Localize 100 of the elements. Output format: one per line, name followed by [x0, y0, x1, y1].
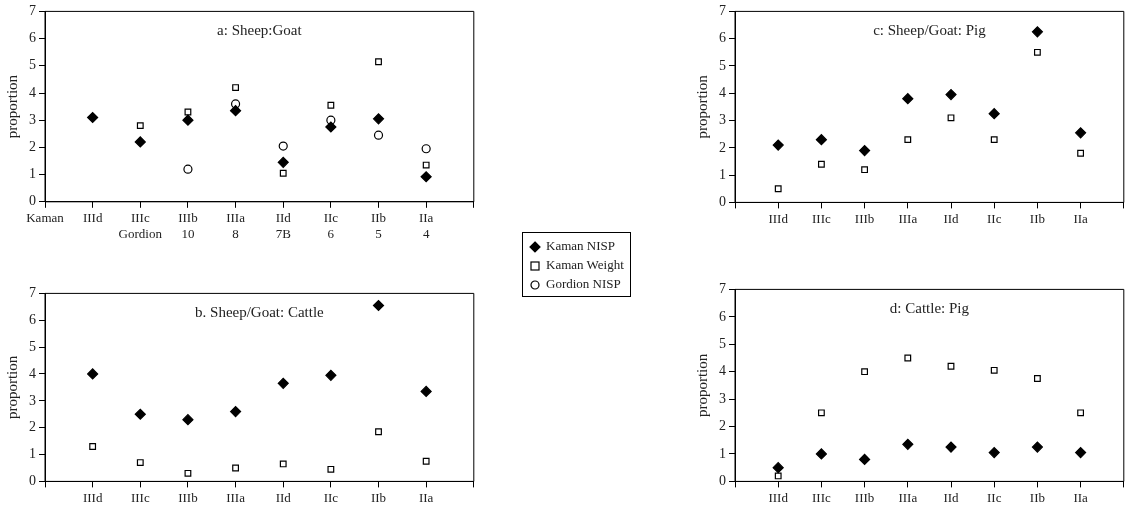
x-tick-label: IIIc Gordion: [118, 210, 163, 241]
point: [182, 114, 194, 126]
y-tick-label: 5: [719, 57, 726, 73]
point: [1077, 149, 1085, 157]
x-tick-label: IId 7B: [275, 210, 292, 241]
point: [87, 368, 99, 380]
point: [1033, 48, 1041, 56]
y-tick-label: 7: [29, 3, 36, 19]
text: d: Cattle: Pig: [889, 299, 970, 316]
point: [327, 465, 335, 473]
y-tick-label: 1: [29, 446, 36, 462]
point: [325, 369, 337, 381]
point: [420, 385, 432, 398]
x-tick-label: IIc 6: [323, 210, 339, 241]
point: [134, 408, 146, 420]
point: [279, 169, 287, 177]
x-tick-label: IIa: [1073, 489, 1089, 505]
point: [184, 469, 192, 477]
point: [183, 164, 193, 174]
point: [904, 354, 912, 362]
y-tick-label: 2: [29, 139, 36, 155]
y-tick-label: 6: [29, 30, 36, 46]
point: [1077, 409, 1085, 417]
y-tick-label: 0: [719, 194, 726, 210]
y-axis-title: proportion: [693, 74, 710, 139]
point: [375, 428, 382, 436]
point: [89, 443, 97, 450]
text: c: Sheep/Goat: Pig: [873, 21, 987, 38]
y-tick-label: 3: [719, 390, 726, 406]
point: [859, 453, 871, 466]
point: [1031, 441, 1043, 453]
point: [229, 105, 242, 117]
y-tick-label: 6: [719, 308, 726, 324]
x-tick-label: IIId: [82, 210, 103, 226]
y-tick-label: 0: [29, 473, 36, 489]
x-tick-label: IId: [943, 489, 960, 505]
text: b. Sheep/Goat: Cattle: [195, 303, 325, 320]
point: [278, 141, 288, 151]
y-tick-label: 1: [719, 445, 726, 461]
y-tick-label: 5: [29, 57, 36, 73]
y-tick-label: 3: [29, 111, 36, 127]
point: [279, 460, 287, 468]
y-tick-label: 2: [719, 139, 726, 155]
x-tick-label: IIIb: [178, 489, 198, 505]
point: [136, 459, 144, 467]
y-tick-label: 4: [29, 84, 36, 100]
x-tick-label: IIc: [986, 210, 1002, 226]
point: [277, 156, 289, 168]
x-tick-label: IIIb: [854, 489, 875, 505]
point: [1033, 375, 1041, 382]
x-tick-label: IIa: [418, 489, 434, 505]
point: [902, 93, 914, 105]
point: [421, 144, 431, 154]
point: [422, 457, 430, 465]
point: [817, 409, 825, 417]
y-tick-label: 5: [719, 335, 726, 351]
point: [232, 84, 240, 91]
x-tick-label: IId: [275, 489, 292, 505]
x-tick-label: IIIb: [854, 210, 875, 226]
legend-label: Kaman NISP: [545, 237, 616, 255]
x-tick-label: IIId: [768, 210, 789, 226]
point: [134, 136, 146, 148]
x-tick-label: IIIa: [226, 489, 246, 505]
y-tick-label: 6: [29, 311, 36, 327]
x-tick-label: IIc: [986, 489, 1002, 505]
x-tick-label: IIIc: [130, 489, 150, 505]
point: [229, 405, 242, 418]
y-tick-label: 5: [29, 338, 36, 354]
y-tick-label: 3: [719, 112, 726, 128]
point: [372, 299, 385, 312]
y-tick-label: 4: [29, 365, 36, 381]
point: [325, 121, 337, 133]
y-tick-label: 3: [29, 392, 36, 408]
y-tick-label: 4: [719, 363, 726, 379]
y-tick-label: 7: [719, 281, 726, 297]
legend-label: Kaman Weight: [545, 256, 624, 274]
x-tick-label: IIIa: [898, 210, 918, 226]
x-tick-label: IIb: [370, 489, 387, 505]
point: [988, 447, 1000, 459]
point: [420, 171, 432, 183]
point: [859, 144, 871, 157]
x-tick-label: IIb: [1029, 210, 1045, 226]
x-tick-label: IIa 4: [418, 210, 434, 241]
point: [772, 139, 784, 151]
point: [861, 166, 869, 174]
y-axis-title: proportion: [693, 353, 710, 418]
x-tick-label: IIIa: [898, 489, 918, 505]
point: [184, 108, 192, 116]
y-tick-label: 6: [719, 30, 726, 46]
point: [422, 161, 430, 169]
point: [1031, 26, 1043, 38]
y-tick-label: 2: [29, 419, 36, 435]
y-axis-title: proportion: [3, 355, 20, 420]
point: [815, 134, 827, 146]
point: [327, 101, 335, 109]
y-tick-label: 0: [29, 193, 36, 209]
y-tick-label: 7: [719, 3, 726, 19]
point: [373, 130, 384, 140]
point: [232, 464, 240, 472]
x-tick-label: IIIa 8: [226, 210, 246, 241]
